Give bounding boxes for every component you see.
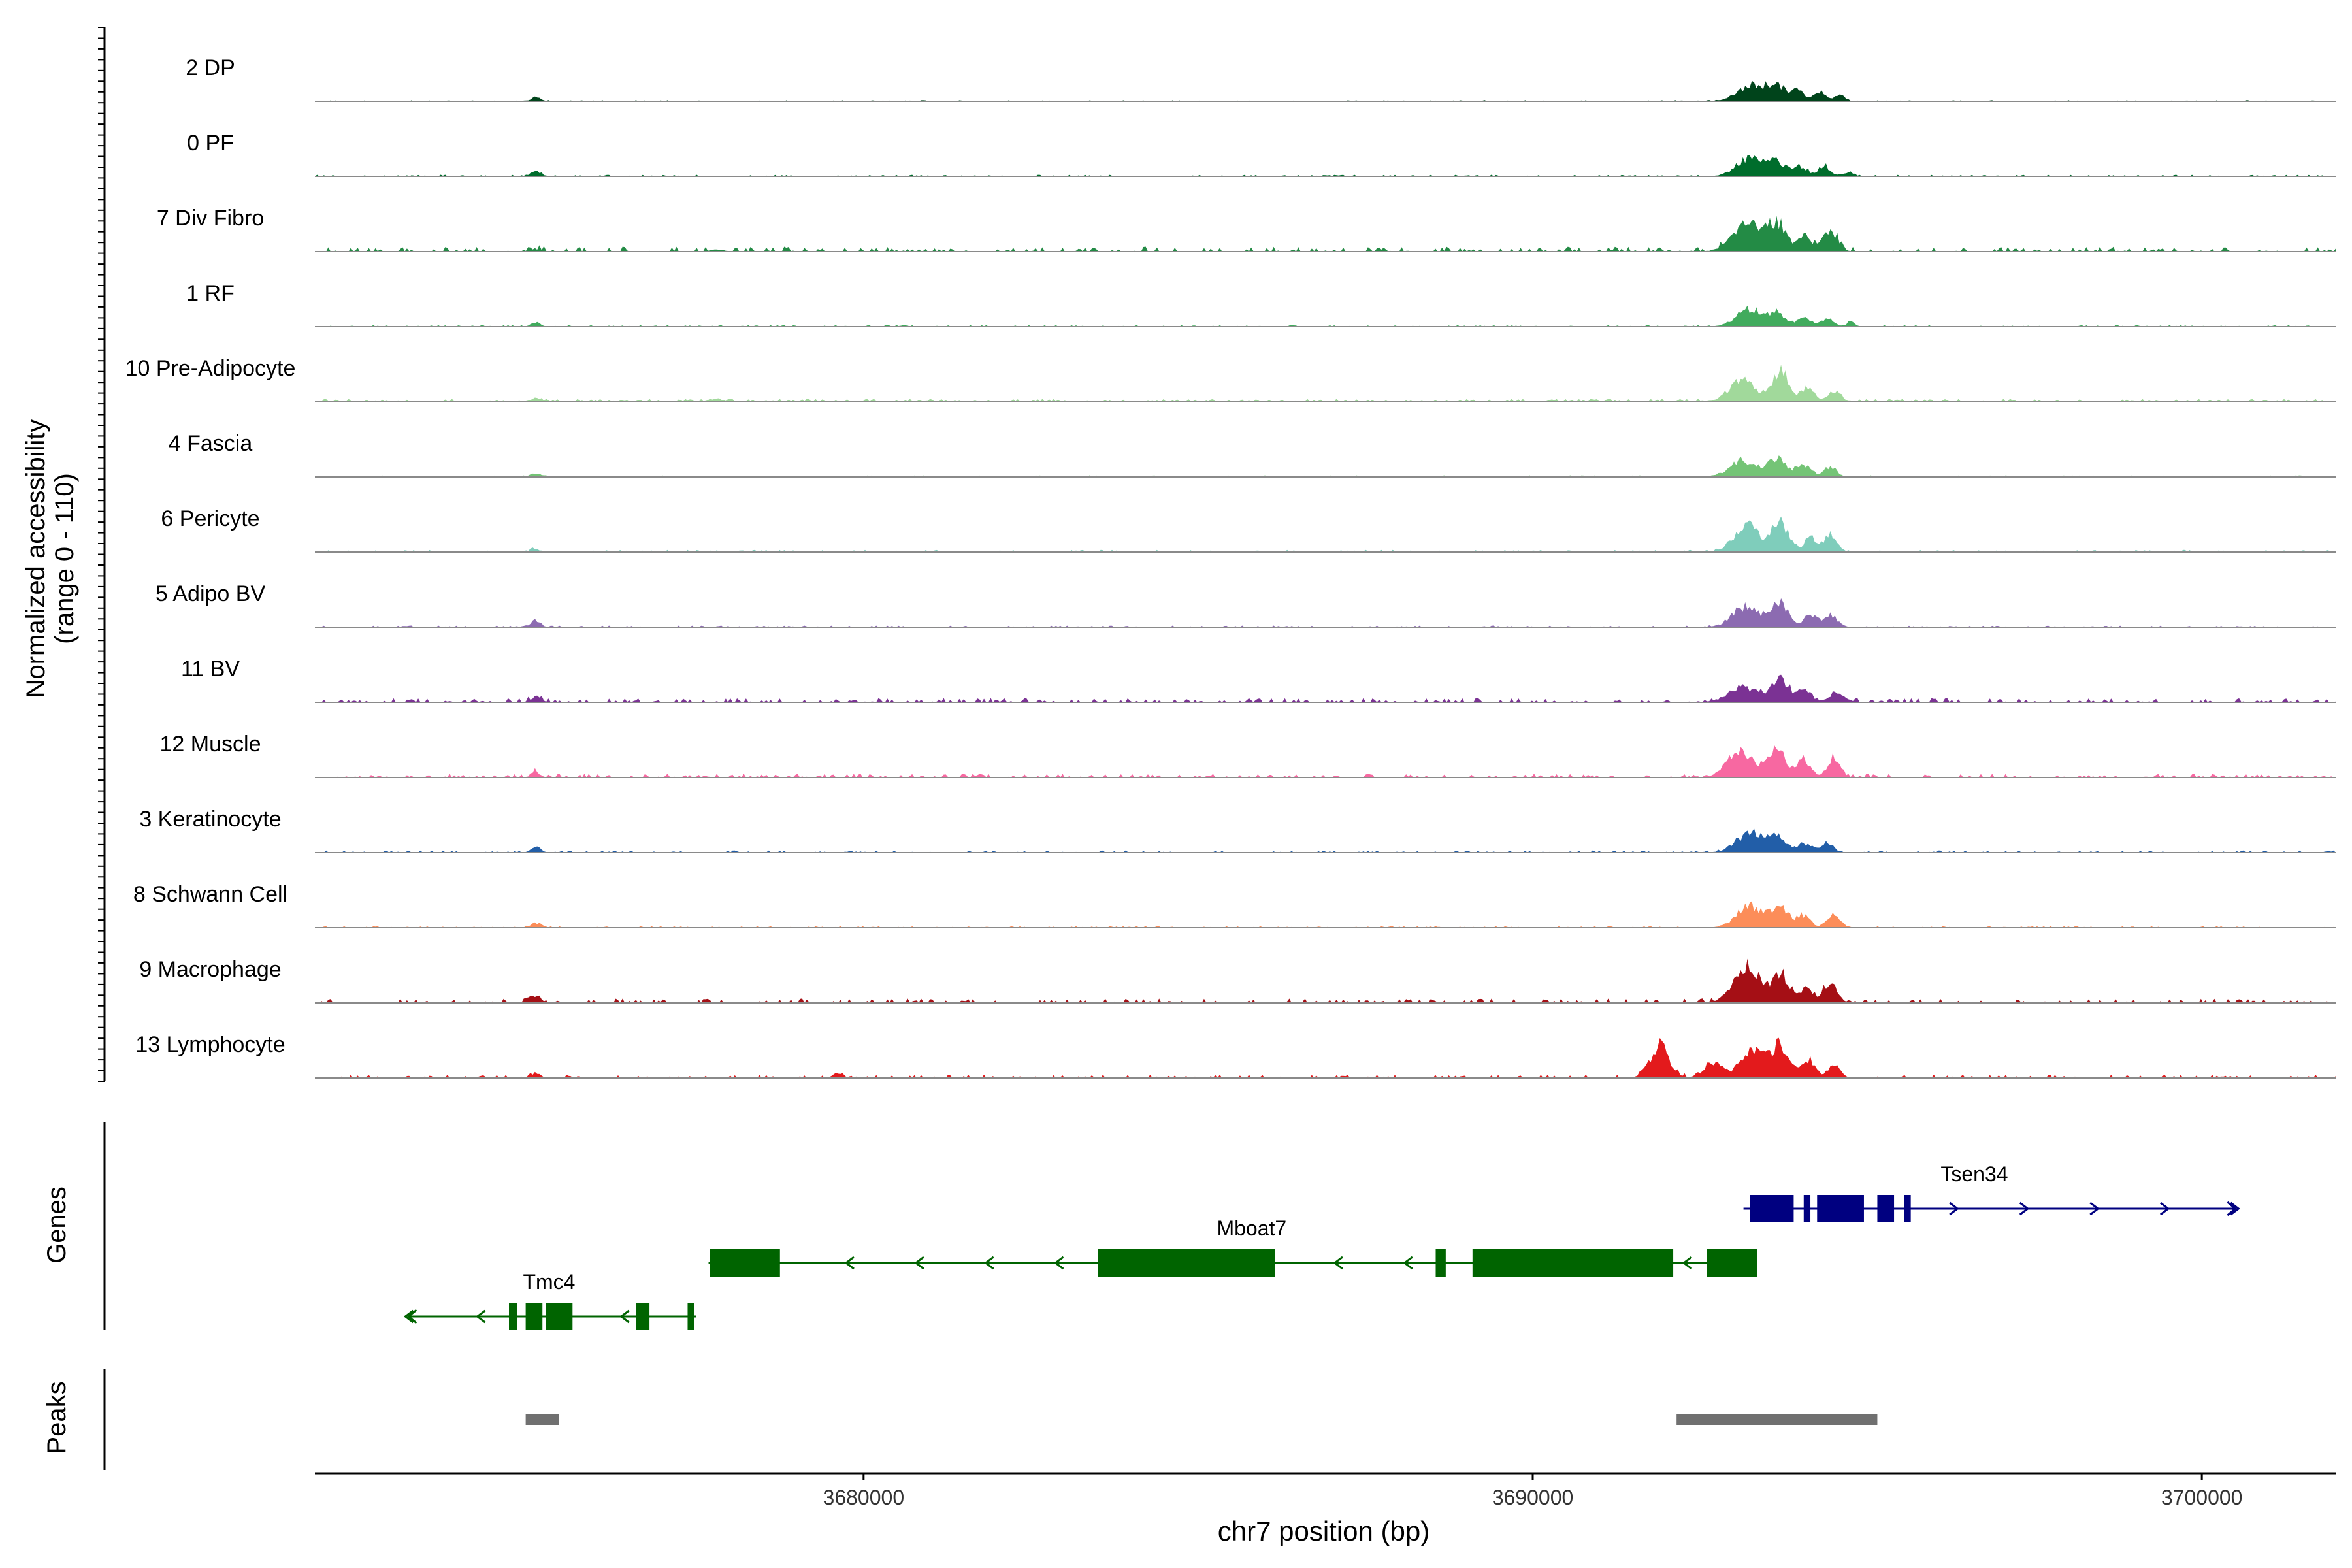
coverage-area-1 bbox=[315, 80, 2336, 101]
track-9: 11 BV bbox=[181, 657, 2336, 703]
track-14: 13 Lymphocyte bbox=[135, 1032, 2336, 1079]
exon bbox=[710, 1249, 780, 1277]
x-tick-label: 3680000 bbox=[823, 1486, 905, 1509]
track-3: 7 Div Fibro bbox=[157, 206, 2336, 252]
strand-arrow bbox=[475, 1309, 486, 1324]
track-label: 4 Fascia bbox=[169, 431, 253, 456]
strand-arrow bbox=[2159, 1201, 2170, 1216]
coverage-area-11 bbox=[315, 828, 2336, 853]
coverage-area-4 bbox=[315, 305, 2336, 327]
exon bbox=[1877, 1195, 1895, 1222]
coverage-area-7 bbox=[315, 516, 2336, 552]
track-label: 12 Muscle bbox=[160, 732, 261, 757]
track-10: 12 Muscle bbox=[160, 732, 2336, 778]
coverage-area-13 bbox=[315, 958, 2336, 1003]
strand-arrow bbox=[984, 1256, 994, 1270]
strand-arrow bbox=[1333, 1256, 1343, 1270]
strand-arrow bbox=[2019, 1201, 2030, 1216]
track-label: 10 Pre-Adipocyte bbox=[125, 356, 296, 381]
coverage-area-9 bbox=[315, 674, 2336, 702]
exon bbox=[1817, 1195, 1864, 1222]
coverage-area-2 bbox=[315, 155, 2336, 176]
track-label: 5 Adipo BV bbox=[155, 581, 266, 606]
x-tick-label: 3690000 bbox=[1492, 1486, 1574, 1509]
track-12: 8 Schwann Cell bbox=[133, 882, 2336, 928]
coverage-area-10 bbox=[315, 745, 2336, 777]
y-axis-range-label: (range 0 - 110) bbox=[50, 473, 79, 644]
track-2: 0 PF bbox=[187, 131, 2336, 177]
coverage-area-12 bbox=[315, 901, 2336, 928]
exon bbox=[525, 1303, 543, 1330]
gene-label: Mboat7 bbox=[1217, 1217, 1286, 1240]
track-4: 1 RF bbox=[186, 281, 2336, 327]
coverage-tracks: 2 DP 0 PF 7 Div Fibro 1 RF 10 Pre-Adipocyte 4… bbox=[125, 56, 2336, 1079]
exon bbox=[1803, 1195, 1811, 1222]
track-label: 9 Macrophage bbox=[139, 957, 281, 982]
track-13: 9 Macrophage bbox=[139, 957, 2336, 1004]
strand-arrow bbox=[1054, 1256, 1064, 1270]
track-1: 2 DP bbox=[186, 56, 2336, 102]
track-7: 6 Pericyte bbox=[161, 506, 2336, 553]
peaks-track-label: Peaks bbox=[42, 1381, 71, 1454]
exon bbox=[1472, 1249, 1674, 1277]
coverage-area-8 bbox=[315, 598, 2336, 627]
strand-arrow bbox=[403, 1309, 414, 1324]
coverage-area-6 bbox=[315, 455, 2336, 477]
strand-arrow bbox=[2230, 1201, 2240, 1216]
exon bbox=[509, 1303, 517, 1330]
strand-arrow bbox=[1949, 1201, 1959, 1216]
track-6: 4 Fascia bbox=[169, 431, 2336, 478]
track-label: 2 DP bbox=[186, 56, 235, 80]
track-label: 11 BV bbox=[181, 657, 240, 681]
gene-track: Tmc4 Mboat7 Tsen34 bbox=[403, 1162, 2240, 1330]
exon bbox=[1098, 1249, 1275, 1277]
track-label: 0 PF bbox=[187, 131, 234, 155]
strand-arrow bbox=[619, 1309, 630, 1324]
strand-arrow bbox=[1403, 1256, 1413, 1270]
strand-arrow bbox=[1682, 1256, 1693, 1270]
coverage-area-3 bbox=[315, 216, 2336, 252]
strand-arrow bbox=[844, 1256, 855, 1270]
gene-Mboat7: Mboat7 bbox=[708, 1217, 1757, 1277]
y-axis bbox=[98, 27, 106, 1470]
exon bbox=[636, 1303, 650, 1330]
coverage-area-5 bbox=[315, 365, 2336, 402]
strand-end-arrow bbox=[2227, 1201, 2237, 1217]
gene-Tsen34: Tsen34 bbox=[1743, 1162, 2240, 1222]
track-label: 1 RF bbox=[186, 281, 235, 306]
exon bbox=[1707, 1249, 1757, 1277]
x-axis-label: chr7 position (bp) bbox=[1218, 1516, 1430, 1546]
x-tick-label: 3700000 bbox=[2161, 1486, 2243, 1509]
strand-end-arrow bbox=[407, 1309, 417, 1324]
strand-arrow bbox=[914, 1256, 924, 1270]
gene-label: Tmc4 bbox=[523, 1270, 575, 1294]
gene-Tmc4: Tmc4 bbox=[403, 1270, 696, 1330]
coverage-area-14 bbox=[315, 1037, 2336, 1078]
exon bbox=[1904, 1195, 1911, 1222]
peak-region bbox=[525, 1414, 559, 1425]
track-label: 6 Pericyte bbox=[161, 506, 259, 531]
strand-arrow bbox=[2089, 1201, 2100, 1216]
track-label: 3 Keratinocyte bbox=[139, 807, 281, 832]
track-label: 8 Schwann Cell bbox=[133, 882, 287, 907]
track-label: 7 Div Fibro bbox=[157, 206, 264, 231]
gene-label: Tsen34 bbox=[1940, 1162, 2008, 1186]
track-label: 13 Lymphocyte bbox=[135, 1032, 285, 1057]
x-axis: 3680000 3690000 3700000 bbox=[315, 1472, 2336, 1509]
peak-region bbox=[1676, 1414, 1878, 1425]
exon bbox=[1435, 1249, 1446, 1277]
genes-track-label: Genes bbox=[42, 1186, 71, 1264]
exon bbox=[687, 1303, 694, 1330]
exon bbox=[546, 1303, 573, 1330]
track-11: 3 Keratinocyte bbox=[139, 807, 2336, 853]
track-5: 10 Pre-Adipocyte bbox=[125, 356, 2336, 402]
y-axis-label: Normalized accessibility bbox=[22, 419, 50, 698]
peak-track bbox=[525, 1414, 1878, 1425]
exon bbox=[1750, 1195, 1794, 1222]
track-8: 5 Adipo BV bbox=[155, 581, 2336, 628]
